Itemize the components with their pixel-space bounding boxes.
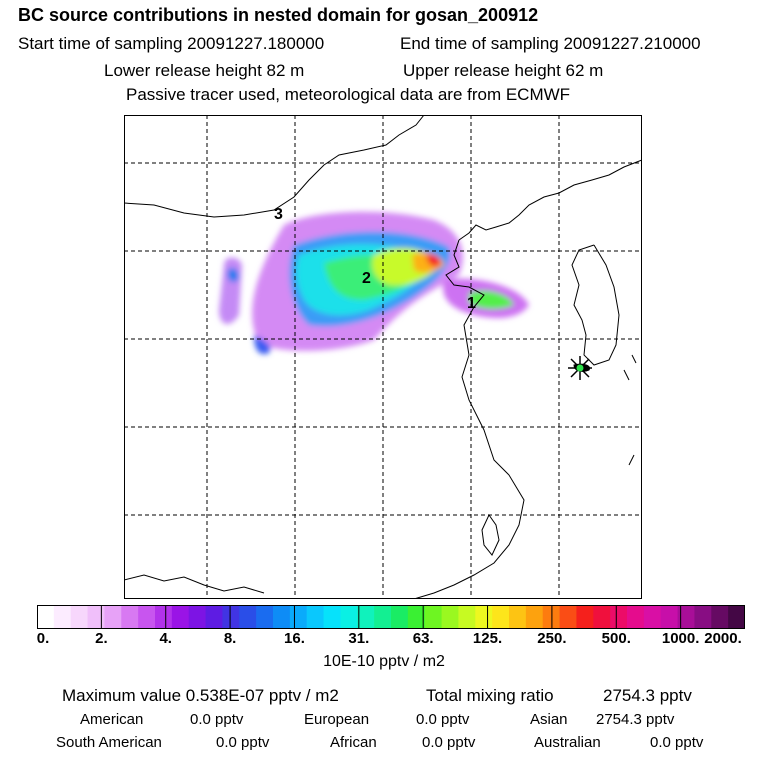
colorbar: [37, 605, 745, 629]
source-marker-2: 2: [362, 270, 371, 287]
region-australian-name: Australian: [534, 734, 601, 751]
region-african-name: African: [330, 734, 377, 751]
region-south-american-name: South American: [56, 734, 162, 751]
colorbar-tick-label: 31.: [348, 630, 370, 647]
colorbar-swatch: [711, 605, 729, 629]
maximum-value: Maximum value 0.538E-07 pptv / m2: [62, 686, 339, 705]
colorbar-swatch: [205, 605, 224, 629]
start-time-label: Start time of sampling 20091227.180000: [18, 34, 325, 53]
colorbar-swatch: [53, 605, 72, 629]
upper-release-label: Upper release height 62 m: [403, 61, 604, 80]
colorbar-swatch: [576, 605, 594, 629]
region-american-value: 0.0 pptv: [190, 711, 244, 728]
colorbar-swatch: [340, 605, 358, 629]
colorbar-swatch: [155, 605, 173, 629]
colorbar-swatch: [37, 605, 55, 629]
colorbar-swatch: [441, 605, 460, 629]
colorbar-swatch: [374, 605, 392, 629]
colorbar-swatch: [458, 605, 476, 629]
map-panel: 1 2 3: [124, 115, 642, 599]
colorbar-swatch: [660, 605, 679, 629]
total-mixing-value: 2754.3 pptv: [603, 686, 692, 705]
total-mixing-label: Total mixing ratio: [426, 686, 554, 705]
figure-title: BC source contributions in nested domain…: [18, 5, 539, 25]
region-european-value: 0.0 pptv: [416, 711, 470, 728]
colorbar-swatch: [239, 605, 257, 629]
region-european-name: European: [304, 711, 370, 728]
colorbar-swatch: [222, 605, 240, 629]
coastlines: [124, 115, 642, 599]
colorbar-swatch: [171, 605, 190, 629]
colorbar-swatch: [694, 605, 712, 629]
region-australian-value: 0.0 pptv: [650, 734, 704, 751]
colorbar-swatch: [70, 605, 89, 629]
colorbar-swatch: [728, 605, 745, 629]
region-south-american-value: 0.0 pptv: [216, 734, 270, 751]
colorbar-frame: [37, 605, 745, 629]
colorbar-swatch: [492, 605, 510, 629]
lat-lon-grid: [124, 115, 642, 599]
source-marker-1: 1: [467, 295, 476, 312]
colorbar-tick-label: 1000.: [661, 630, 700, 647]
colorbar-tick-label: 125.: [472, 630, 503, 647]
region-african-value: 0.0 pptv: [422, 734, 476, 751]
colorbar-swatch: [424, 605, 443, 629]
colorbar-swatch: [593, 605, 611, 629]
plume-field: [219, 211, 529, 355]
colorbar-swatch: [323, 605, 342, 629]
region-asian-value: 2754.3 pptv: [596, 711, 675, 728]
tracer-info: Passive tracer used, meteorological data…: [126, 85, 571, 104]
colorbar-tick-label: 8.: [223, 630, 237, 647]
colorbar-swatch: [87, 605, 106, 629]
colorbar-swatch: [138, 605, 156, 629]
colorbar-tick-label: 63.: [412, 630, 434, 647]
colorbar-tick-label: 500.: [601, 630, 631, 647]
region-asian-name: Asian: [530, 711, 568, 728]
colorbar-swatch: [525, 605, 544, 629]
colorbar-swatch: [559, 605, 578, 629]
colorbar-swatch: [627, 605, 645, 629]
colorbar-swatch: [104, 605, 122, 629]
colorbar-tick-label: 2.: [95, 630, 108, 647]
source-marker-3: 3: [274, 206, 283, 223]
colorbar-tick-label: 4.: [159, 630, 172, 647]
colorbar-swatch: [256, 605, 274, 629]
colorbar-swatch: [306, 605, 325, 629]
colorbar-swatch: [273, 605, 291, 629]
colorbar-swatch: [188, 605, 207, 629]
colorbar-swatch: [407, 605, 426, 629]
colorbar-units: 10E-10 pptv / m2: [323, 653, 445, 670]
colorbar-tick-label: 250.: [537, 630, 567, 647]
receptor-star-icon: [568, 356, 592, 380]
colorbar-tick-label: 0.: [36, 630, 50, 647]
colorbar-tick-label: 16.: [284, 630, 305, 647]
end-time-label: End time of sampling 20091227.210000: [400, 34, 701, 53]
colorbar-swatch: [509, 605, 527, 629]
colorbar-swatch: [289, 605, 308, 629]
colorbar-swatch: [357, 605, 375, 629]
lower-release-label: Lower release height 82 m: [104, 61, 305, 80]
colorbar-swatch: [643, 605, 662, 629]
colorbar-swatch: [610, 605, 628, 629]
colorbar-swatch: [121, 605, 139, 629]
colorbar-swatch: [677, 605, 696, 629]
colorbar-swatch: [475, 605, 493, 629]
colorbar-swatch: [391, 605, 409, 629]
colorbar-tick-label: 2000.: [704, 630, 742, 647]
region-american-name: American: [80, 711, 144, 728]
